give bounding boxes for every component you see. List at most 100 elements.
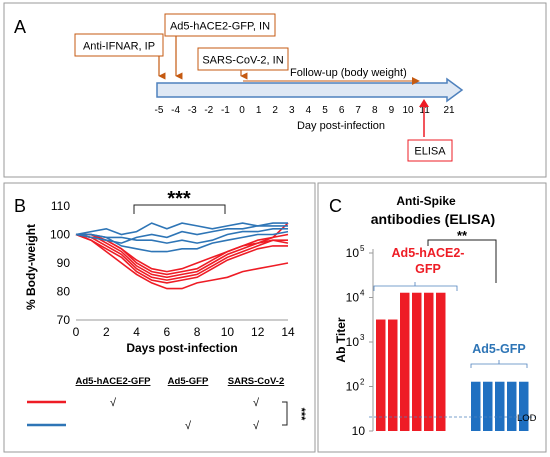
hace2-bar (436, 292, 446, 431)
panel-c-frame (317, 182, 547, 453)
panel-c-title-line1: Anti-Spike (396, 194, 456, 208)
panel-c: C Anti-Spike antibodies (ELISA) Ab Titer… (317, 182, 547, 453)
legend-blue-check-gfp: √ (185, 420, 192, 432)
titer-y-tick-exponent: 3 (360, 333, 365, 342)
timeline-axis-label: Day post-infection (297, 120, 385, 132)
timeline-tick-label: 1 (256, 105, 262, 116)
timeline-tick-label: 3 (289, 105, 295, 116)
titer-sig-stars: ** (457, 228, 468, 243)
panel-a-letter: A (14, 17, 26, 37)
group1-bracket (373, 282, 458, 291)
hace2-bar (412, 292, 422, 431)
weight-series-line (75, 233, 288, 284)
elisa-label: ELISA (414, 146, 446, 158)
sars-label: SARS-CoV-2, IN (202, 55, 283, 67)
ad5-hace2-box (164, 13, 276, 37)
panel-a: A Anti-IFNAR, IP Ad5-hACE2-GFP, IN SARS-… (3, 2, 547, 178)
weight-y-tick-label: 100 (50, 228, 70, 242)
weight-series-line (76, 222, 289, 279)
anti-ifnar-label: Anti-IFNAR, IP (83, 41, 155, 53)
panel-b-xlabel: Days post-infection (126, 341, 237, 355)
legend-header-gfp: Ad5-GFP (168, 376, 209, 387)
weight-series-line (76, 233, 289, 273)
anti-ifnar-box (74, 33, 164, 57)
weight-x-tick-label: 8 (194, 325, 201, 339)
timeline-tick-label: 0 (239, 105, 245, 116)
timeline-tick-label: -1 (221, 105, 230, 116)
weight-x-tick-label: 2 (103, 325, 110, 339)
legend-sig-bracket (282, 401, 288, 426)
weight-x-tick-label: 0 (73, 325, 80, 339)
timeline-tick-label: 21 (443, 105, 455, 116)
timeline-tick-label: 6 (339, 105, 345, 116)
weight-series-line (75, 233, 288, 281)
panel-c-ylabel: Ab Titer (334, 317, 348, 362)
group2-label: Ad5-GFP (472, 342, 525, 356)
timeline-tick-label: 2 (272, 105, 278, 116)
timeline-tick-label: -3 (188, 105, 197, 116)
timeline-arrow (156, 77, 464, 103)
weight-axes: 70 80 90 100 110 0 2 4 6 8 10 12 14 (50, 199, 295, 339)
titer-sig-bracket (427, 239, 497, 283)
titer-y-tick-exponent: 2 (360, 378, 365, 387)
legend-red-check-hace2: √ (110, 397, 117, 409)
weight-sig-stars: *** (167, 188, 191, 210)
gfp-bar (519, 381, 529, 431)
hace2-bar (376, 319, 386, 431)
panel-c-letter: C (329, 196, 342, 216)
weight-series-line (75, 233, 289, 290)
weight-y-tick-label: 70 (57, 313, 71, 327)
panel-b-frame (3, 182, 316, 453)
panel-b: B % Body-weight Days post-infection 70 8 0… (3, 182, 316, 453)
followup-label: Follow-up (body weight) (290, 67, 407, 79)
timeline-tick-label: 7 (355, 105, 361, 116)
gfp-bar (483, 381, 493, 431)
hace2-bar (424, 292, 434, 431)
group1-label-line2: GFP (415, 262, 441, 276)
weight-series-line (76, 228, 288, 244)
panel-b-ylabel: % Body-weight (24, 224, 38, 310)
titer-y-tick-exponent: 4 (360, 289, 365, 298)
titer-y-tick-label: 10 (346, 246, 360, 260)
group2-bracket (470, 360, 528, 368)
elisa-box (407, 139, 453, 162)
titer-y-tick-label: 10 (346, 291, 360, 305)
followup-arrowhead (412, 77, 420, 85)
timeline-tick-label: 4 (306, 105, 312, 116)
ad5-hace2-label: Ad5-hACE2-GFP, IN (170, 21, 270, 33)
gfp-bar (495, 381, 505, 431)
weight-lines (75, 222, 289, 290)
timeline-tick-label: -4 (171, 105, 180, 116)
legend-red-check-sars: √ (253, 397, 260, 409)
group1-label-line1: Ad5-hACE2- (392, 246, 465, 260)
legend-sig-stars: *** (295, 408, 307, 422)
weight-x-tick-label: 10 (221, 325, 235, 339)
titer-y-tick-exponent: 5 (360, 244, 365, 253)
panel-a-frame (3, 2, 547, 178)
titer-bars (376, 292, 529, 431)
timeline-tick-label: 8 (372, 105, 378, 116)
weight-series-line (75, 222, 288, 236)
weight-sig-bracket (133, 204, 226, 214)
hace2-bar (400, 292, 410, 431)
gfp-bar (507, 381, 517, 431)
legend-header-sars: SARS-CoV-2 (228, 376, 284, 387)
timeline-tick-label: 10 (402, 105, 414, 116)
elisa-arrowhead (419, 99, 429, 107)
weight-y-tick-label: 90 (57, 256, 71, 270)
timeline-tick-label: -2 (204, 105, 213, 116)
titer-y-tick-label: 10 (352, 424, 366, 438)
sars-box (197, 47, 289, 71)
panel-b-letter: B (14, 196, 26, 216)
titer-y-tick-label: 10 (346, 335, 360, 349)
hace2-bar (388, 319, 398, 431)
weight-x-tick-label: 4 (133, 325, 140, 339)
weight-series-line (75, 225, 288, 244)
weight-x-tick-label: 14 (281, 325, 295, 339)
legend-blue-check-sars: √ (253, 420, 260, 432)
timeline-tick-label: 11 (419, 105, 430, 116)
gfp-bar (471, 381, 481, 431)
